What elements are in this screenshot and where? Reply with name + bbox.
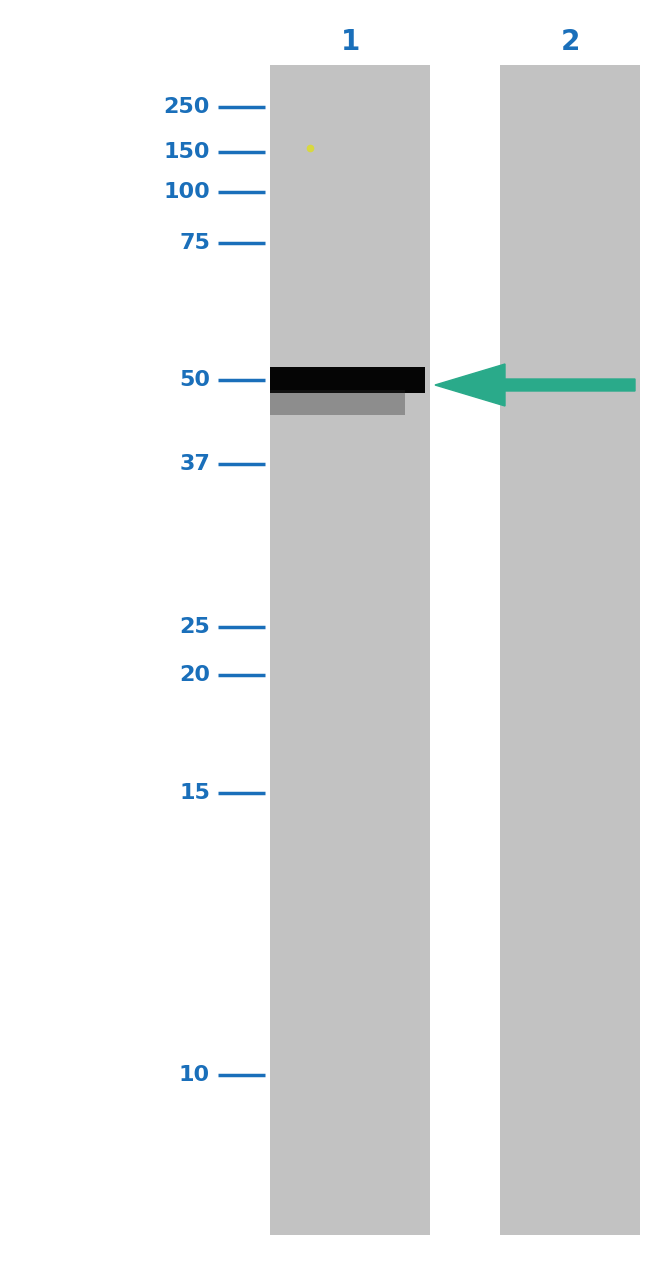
Text: 75: 75: [179, 232, 210, 253]
Bar: [270, 367, 425, 392]
Text: 50: 50: [179, 370, 210, 390]
Bar: [500, 65, 640, 1234]
Text: 15: 15: [179, 784, 210, 803]
Text: 1: 1: [341, 28, 359, 56]
Bar: [270, 65, 430, 1234]
Text: 25: 25: [179, 617, 210, 638]
Text: 37: 37: [179, 453, 210, 474]
Text: 10: 10: [179, 1066, 210, 1085]
Text: 2: 2: [560, 28, 580, 56]
Text: 100: 100: [163, 182, 210, 202]
Bar: [270, 390, 405, 415]
Text: 250: 250: [164, 97, 210, 117]
Text: 150: 150: [164, 142, 210, 163]
FancyArrow shape: [435, 364, 635, 406]
Text: 20: 20: [179, 665, 210, 685]
